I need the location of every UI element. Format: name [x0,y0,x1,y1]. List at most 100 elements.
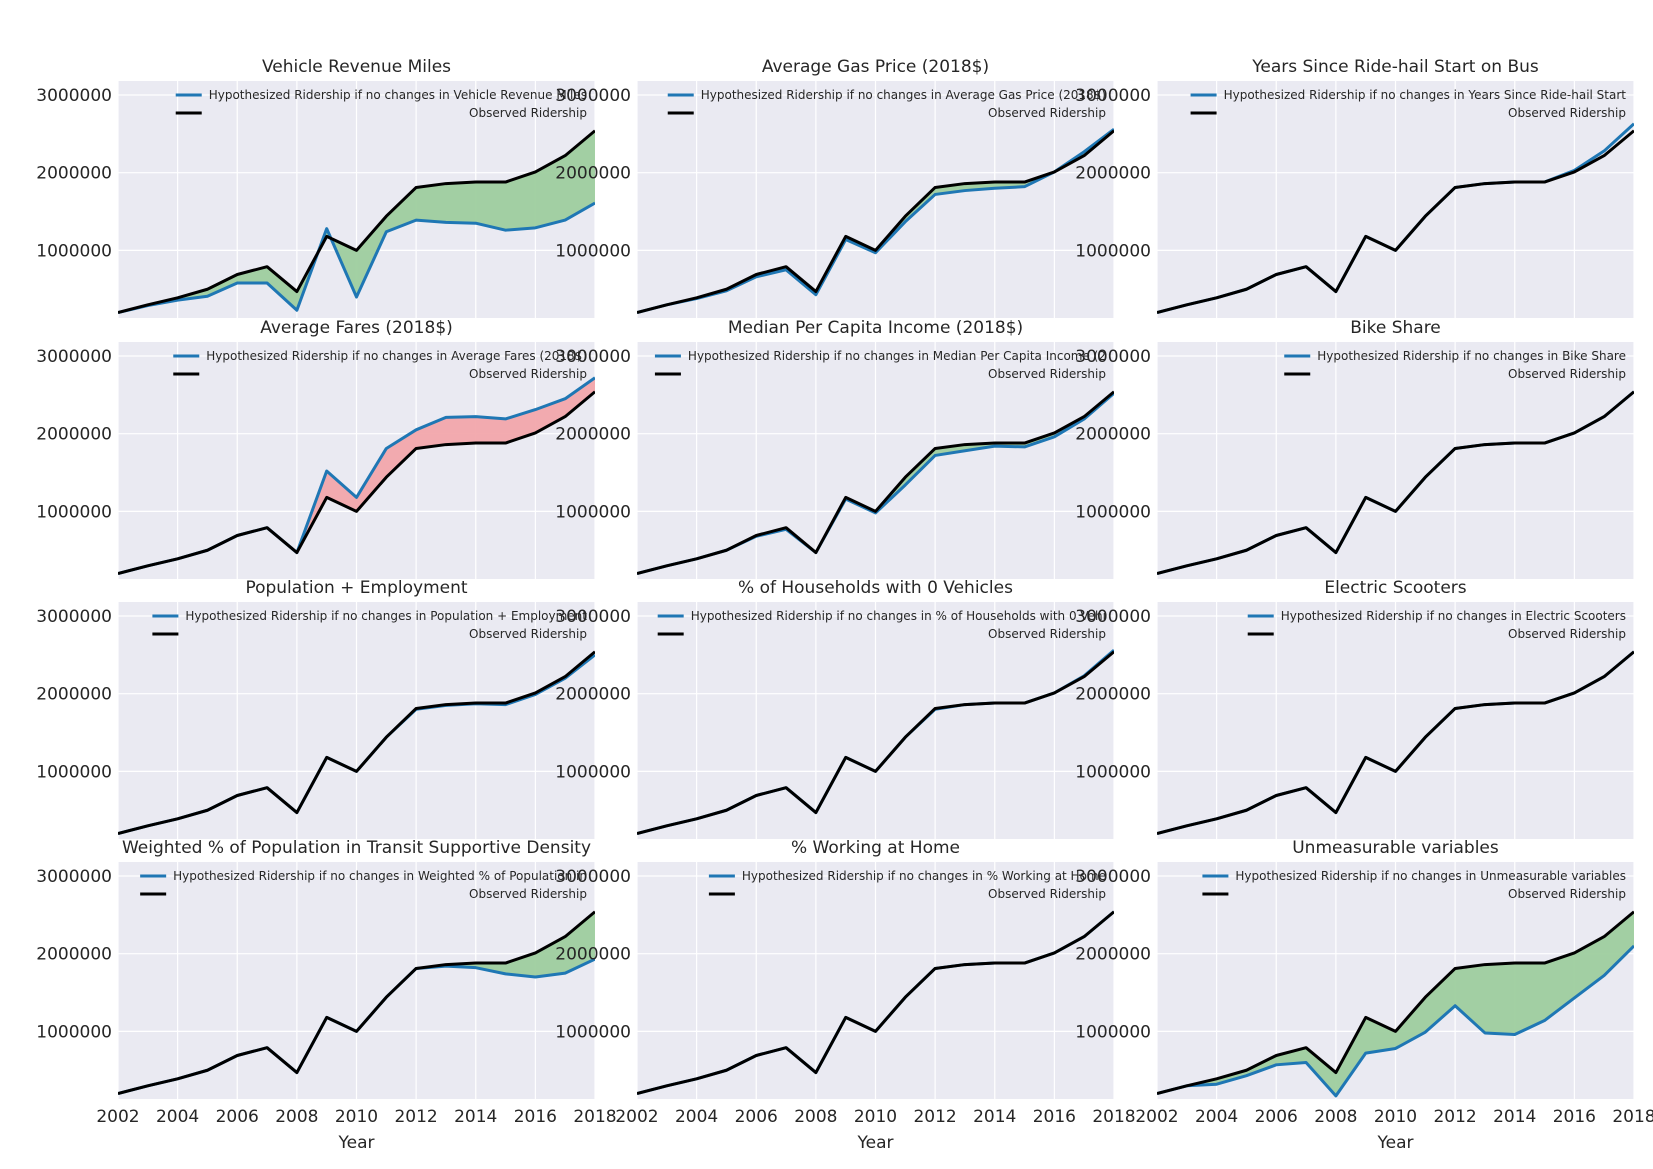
y-tick-label: 1000000 [555,241,631,261]
observed-line [1157,390,1634,576]
x-tick-label: 2012 [1433,1107,1476,1127]
legend-observed-label: Observed Ridership [988,627,1106,641]
legend-hypothesized-label: Hypothesized Ridership if no changes in … [1224,88,1627,102]
panel-7: % of Households with 0 Vehicles 1000000 20… [555,578,1115,839]
panel-title: Years Since Ride-hail Start on Bus [1251,57,1539,77]
legend-observed-label: Observed Ridership [469,367,587,381]
x-tick-label: 2008 [794,1107,837,1127]
y-tick-label: 1000000 [1075,762,1151,782]
legend-observed-label: Observed Ridership [469,627,587,641]
panel-4: Median Per Capita Income (2018$) 1000000 2… [555,318,1115,579]
legend-observed-label: Observed Ridership [469,106,587,120]
y-tick-label: 2000000 [1075,945,1151,965]
panel-title: Unmeasurable variables [1292,838,1499,858]
y-tick-label: 1000000 [555,762,631,782]
panel-2: Years Since Ride-hail Start on Bus 100000… [1075,57,1635,318]
legend-observed-label: Observed Ridership [988,106,1106,120]
y-tick-label: 2000000 [555,164,631,184]
panel-1: Average Gas Price (2018$) 1000000 2000000 3… [555,57,1115,318]
difference-area [118,130,595,313]
legend-hypothesized-label: Hypothesized Ridership if no changes in … [1281,609,1626,623]
y-tick-label: 2000000 [555,945,631,965]
legend-observed-label: Observed Ridership [1508,367,1626,381]
panel-title: Vehicle Revenue Miles [262,57,451,77]
x-tick-label: 2002 [615,1107,658,1127]
legend-hypothesized-label: Hypothesized Ridership if no changes in … [206,349,587,363]
legend-observed-label: Observed Ridership [469,887,587,901]
hypothesized-line [118,201,595,315]
y-tick-label: 2000000 [1075,685,1151,705]
x-tick-label: 2002 [1135,1107,1178,1127]
y-tick-label: 2000000 [555,425,631,445]
x-tick-label: 2012 [913,1107,956,1127]
panel-title: Average Gas Price (2018$) [762,57,989,77]
y-tick-label: 3000000 [36,347,112,367]
legend-hypothesized-label: Hypothesized Ridership if no changes in … [173,869,587,883]
y-tick-label: 3000000 [1075,86,1151,106]
x-tick-label: 2004 [156,1107,199,1127]
observed-line [118,910,595,1096]
x-tick-label: 2018 [573,1107,616,1127]
legend-observed-label: Observed Ridership [988,887,1106,901]
x-tick-label: 2014 [973,1107,1016,1127]
legend-observed-label: Observed Ridership [1508,106,1626,120]
observed-line [118,650,595,836]
y-tick-label: 2000000 [555,685,631,705]
panel-11: Unmeasurable variables 1000000 2000000 3000… [1075,838,1653,1153]
y-tick-label: 1000000 [36,502,112,522]
y-tick-label: 3000000 [36,86,112,106]
panel-8: Electric Scooters 1000000 2000000 3000000 Hy… [1075,578,1635,839]
x-tick-label: 2008 [1314,1107,1357,1127]
x-tick-label: 2006 [1255,1107,1298,1127]
observed-line [118,390,595,576]
panel-title: Median Per Capita Income (2018$) [728,318,1023,338]
x-tick-label: 2010 [1374,1107,1417,1127]
y-tick-label: 1000000 [555,502,631,522]
legend-hypothesized-label: Hypothesized Ridership if no changes in … [688,349,1106,363]
panel-title: % of Households with 0 Vehicles [738,578,1013,598]
panel-0: Vehicle Revenue Miles 1000000 2000000 30000… [36,57,596,318]
y-tick-label: 3000000 [36,607,112,627]
y-tick-label: 1000000 [555,1022,631,1042]
y-tick-label: 3000000 [555,86,631,106]
legend-hypothesized-label: Hypothesized Ridership if no changes in … [1235,869,1626,883]
legend-observed-label: Observed Ridership [1508,627,1626,641]
legend-hypothesized-label: Hypothesized Ridership if no changes in … [1317,349,1626,363]
y-tick-label: 2000000 [36,685,112,705]
y-tick-label: 3000000 [1075,607,1151,627]
y-tick-label: 1000000 [36,241,112,261]
observed-line [118,129,595,315]
x-axis-label: Year [857,1133,894,1153]
x-tick-label: 2012 [394,1107,437,1127]
y-tick-label: 1000000 [36,762,112,782]
legend-hypothesized-label: Hypothesized Ridership if no changes in … [742,869,1106,883]
y-tick-label: 1000000 [1075,502,1151,522]
observed-line [1157,910,1634,1096]
x-tick-label: 2014 [454,1107,497,1127]
x-axis-label: Year [338,1133,375,1153]
panel-title: Electric Scooters [1324,578,1466,598]
x-tick-label: 2016 [1553,1107,1596,1127]
x-tick-label: 2018 [1092,1107,1135,1127]
legend-hypothesized-label: Hypothesized Ridership if no changes in … [691,609,1106,623]
legend-observed-label: Observed Ridership [1508,887,1626,901]
x-axis-label: Year [1377,1133,1414,1153]
observed-line [637,650,1114,836]
y-tick-label: 3000000 [555,607,631,627]
x-tick-label: 2006 [216,1107,259,1127]
panel-3: Average Fares (2018$) 1000000 2000000 30000… [36,318,596,579]
observed-line [637,129,1114,315]
observed-line [637,390,1114,576]
x-tick-label: 2004 [675,1107,718,1127]
x-tick-label: 2010 [335,1107,378,1127]
x-tick-label: 2018 [1612,1107,1653,1127]
panel-5: Bike Share 1000000 2000000 3000000 Hypothesi… [1075,318,1635,579]
y-tick-label: 2000000 [1075,164,1151,184]
panel-title: Average Fares (2018$) [260,318,453,338]
x-tick-label: 2014 [1493,1107,1536,1127]
y-tick-label: 3000000 [36,867,112,887]
difference-area [118,377,595,574]
y-tick-label: 3000000 [555,867,631,887]
observed-line [1157,129,1634,315]
